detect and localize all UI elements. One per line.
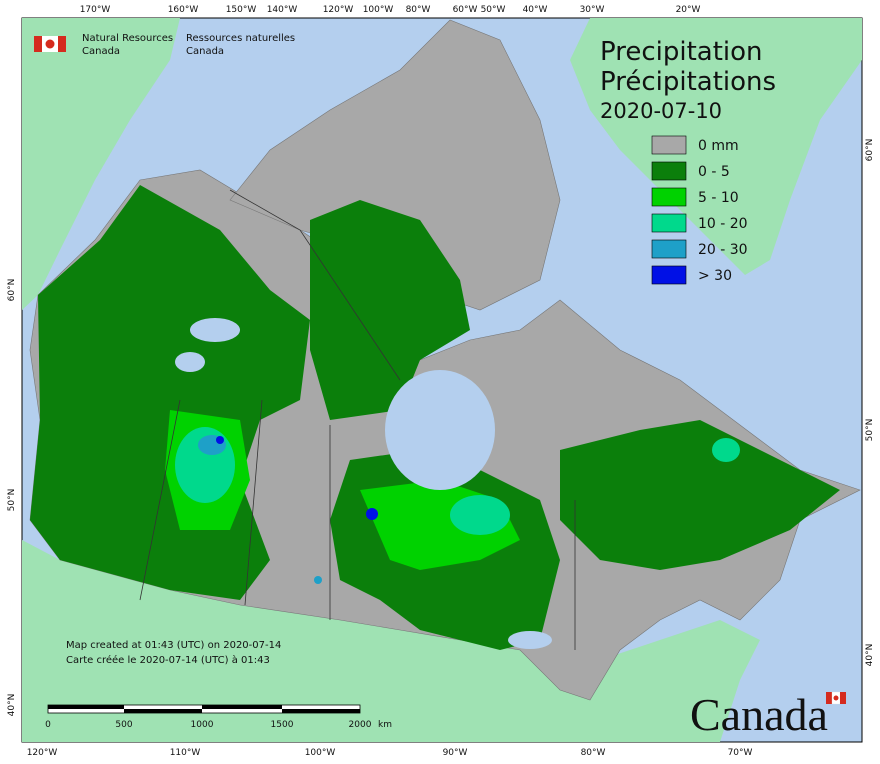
scale-segment	[282, 709, 360, 713]
title-fr: Précipitations	[600, 67, 776, 97]
graticule-label: 50°W	[481, 5, 506, 15]
legend-swatch	[651, 161, 687, 181]
precip-area	[310, 200, 470, 420]
scale-bar: 0 500 1000 1500 2000 km	[45, 704, 392, 730]
lake	[508, 631, 552, 649]
scale-label: 0	[45, 720, 51, 730]
hudson-bay	[385, 370, 495, 490]
legend: 0 mm 0 - 5 5 - 10 10 - 20 20 - 30 > 30	[651, 135, 748, 285]
graticule-label: 70°W	[728, 748, 753, 758]
graticule-label: 150°W	[226, 5, 257, 15]
graticule-label: 40°N	[7, 694, 17, 717]
graticule-label: 140°W	[267, 5, 298, 15]
graticule-label: 50°N	[865, 419, 875, 442]
legend-label: 5 - 10	[698, 190, 739, 206]
scale-segment	[124, 709, 202, 713]
graticule-label: 20°W	[676, 5, 701, 15]
greenland	[570, 18, 862, 275]
flag-leaf	[45, 39, 55, 49]
graticule-label: 30°W	[580, 5, 605, 15]
agency-en: Canada	[82, 46, 120, 57]
note: Carte créée le 2020-07-14 (UTC) à 01:43	[66, 654, 270, 666]
graticule-label: 50°N	[7, 489, 17, 512]
graticule-label: 100°W	[363, 5, 394, 15]
wordmark-flag	[833, 695, 839, 701]
graticule-label: 100°W	[305, 748, 336, 758]
agency-fr: Ressources naturelles	[186, 33, 295, 44]
graticule-label: 60°N	[865, 139, 875, 162]
graticule-label: 80°W	[406, 5, 431, 15]
legend-swatch	[651, 213, 687, 233]
scale-label: 500	[115, 720, 132, 730]
wordmark-flag	[840, 692, 846, 704]
graticule-label: 60°W	[453, 5, 478, 15]
map-frame	[21, 17, 863, 743]
scale-unit: km	[378, 720, 392, 730]
graticule-labels: 170°W 160°W 150°W 140°W 120°W 100°W 80°W 60°W 50…	[7, 5, 875, 758]
graticule-label: 170°W	[80, 5, 111, 15]
graticule-label: 40°N	[865, 644, 875, 667]
legend-swatch	[651, 187, 687, 207]
lake	[175, 352, 205, 372]
graticule-label: 120°W	[27, 748, 58, 758]
legend-label: 10 - 20	[698, 216, 748, 232]
graticule-label: 40°W	[523, 5, 548, 15]
legend-label: 20 - 30	[698, 242, 748, 258]
graticule-label: 90°W	[443, 748, 468, 758]
wordmark-flag	[826, 692, 832, 704]
scale-segment	[202, 705, 282, 709]
legend-swatch	[651, 265, 687, 285]
precip-area	[712, 438, 740, 462]
boundaries	[139, 189, 576, 650]
title-date: 2020-07-10	[600, 99, 722, 123]
legend-label: > 30	[698, 268, 732, 284]
legend-swatch	[651, 239, 687, 259]
legend-swatch	[651, 135, 687, 155]
lake	[190, 318, 240, 342]
precip-area	[216, 436, 224, 444]
agency-fr: Canada	[186, 46, 224, 57]
alaska	[22, 18, 180, 310]
agency-en: Natural Resources	[82, 33, 173, 44]
legend-label: 0 - 5	[698, 164, 730, 180]
precip-area	[366, 508, 378, 520]
scale-label: 1000	[191, 720, 214, 730]
graticule-label: 120°W	[323, 5, 354, 15]
note: Map created at 01:43 (UTC) on 2020-07-14	[66, 640, 281, 651]
scale-label: 2000	[349, 720, 372, 730]
precip-area	[450, 495, 510, 535]
graticule-label: 80°W	[581, 748, 606, 758]
precip-area	[314, 576, 322, 584]
agency-signature: Natural Resources Canada Ressources natu…	[34, 33, 295, 57]
graticule-label: 160°W	[168, 5, 199, 15]
legend-label: 0 mm	[698, 138, 739, 154]
graticule-label: 110°W	[170, 748, 201, 758]
scale-segment	[48, 705, 124, 709]
wordmark: Canada	[690, 689, 828, 740]
precip-area	[560, 420, 840, 570]
flag-bar	[58, 36, 66, 52]
graticule-label: 60°N	[7, 279, 17, 302]
flag-bar	[34, 36, 42, 52]
scale-label: 1500	[271, 720, 294, 730]
title-en: Precipitation	[600, 37, 763, 67]
